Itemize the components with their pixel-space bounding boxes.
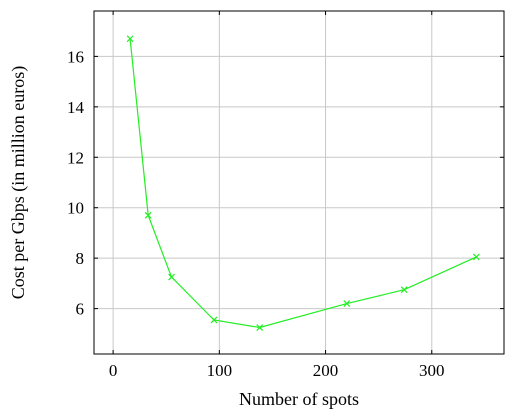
series-group [126,35,480,331]
x-tick-label: 100 [207,361,233,380]
y-tick-label: 6 [76,300,85,319]
grid [94,11,504,354]
y-tick-label: 10 [67,199,84,218]
data-point-marker [256,324,264,331]
x-tick-label: 200 [313,361,339,380]
data-point-marker [210,316,218,324]
data-point-marker [168,273,175,281]
y-tick-label: 16 [67,47,84,66]
plot-area-frame [93,10,505,355]
y-tick-label: 12 [67,148,84,167]
data-point-marker [343,300,351,307]
x-tick-label: 300 [419,361,445,380]
axis-ticks: 0 100 200 300 6 8 10 12 14 16 [67,11,504,380]
data-point-marker [400,286,408,294]
series-line [129,38,477,329]
data-point-marker [472,253,480,261]
x-axis-label: Number of spots [239,389,359,409]
y-tick-label: 14 [67,98,85,117]
y-tick-label: 8 [76,249,85,268]
data-point-marker [144,211,152,219]
data-point-marker [126,35,134,43]
y-axis-label: Cost per Gbps (in million euros) [8,66,29,299]
x-tick-label: 0 [109,361,118,380]
